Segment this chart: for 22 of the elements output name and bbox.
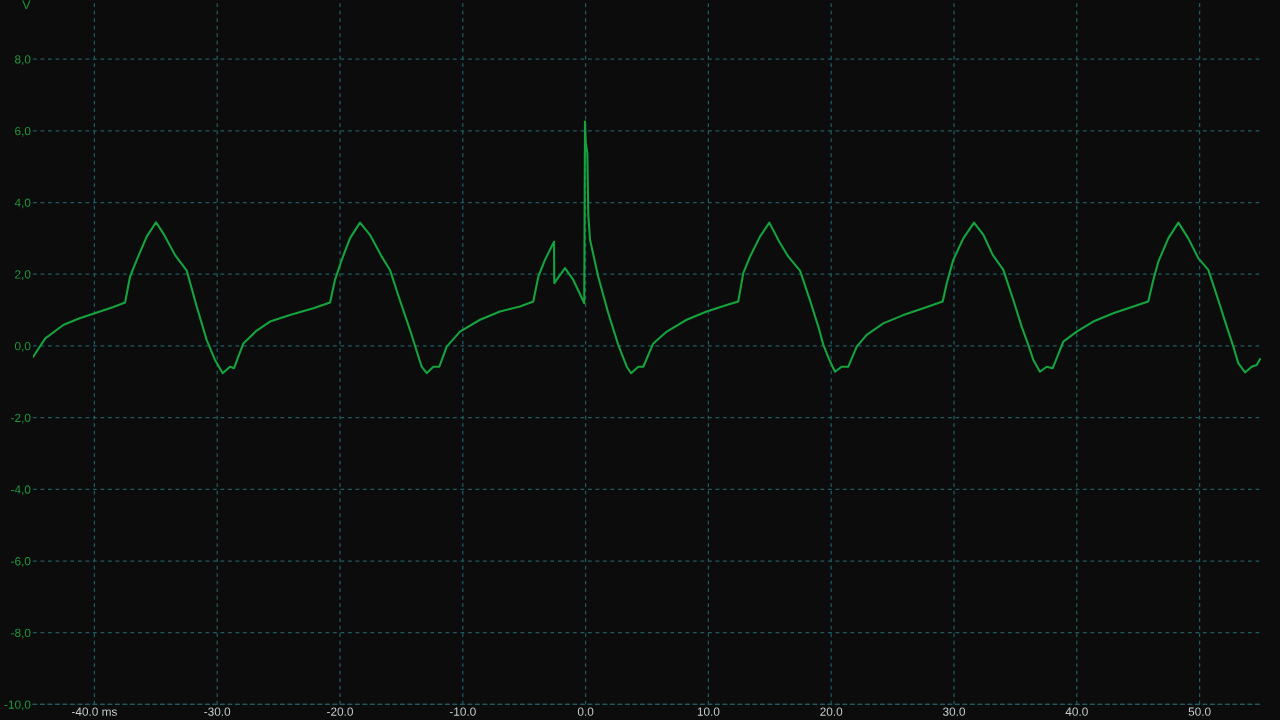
y-tick-label: 6,0 <box>15 126 31 137</box>
y-tick-label: -10,0 <box>4 700 31 711</box>
x-tick-label: 40.0 <box>1065 707 1088 716</box>
x-tick-label: -30.0 <box>204 707 231 716</box>
y-tick-label: 4,0 <box>14 198 31 209</box>
y-axis-title: V <box>22 0 31 10</box>
x-tick-label: 20.0 <box>820 707 843 716</box>
line-series <box>33 120 1261 375</box>
x-tick-label: 30.0 <box>942 707 966 716</box>
y-tick-label: 2,0 <box>15 270 31 281</box>
x-tick-label: 0.0 <box>577 707 594 716</box>
y-tick-label: -2,0 <box>11 413 31 424</box>
x-tick-label: -40.0 ms <box>71 707 117 716</box>
x-tick-label: -10.0 <box>449 707 476 716</box>
x-tick-label: -20.0 <box>327 707 353 716</box>
y-tick-label: -4,0 <box>11 485 31 496</box>
x-tick-label: 10.0 <box>697 707 720 716</box>
y-tick-label: 8,0 <box>15 55 31 65</box>
y-tick-label: -6,0 <box>11 557 31 567</box>
y-tick-label: -8,0 <box>11 628 31 639</box>
y-tick-label: 0,0 <box>14 341 31 352</box>
x-tick-label: 50.0 <box>1188 707 1211 716</box>
